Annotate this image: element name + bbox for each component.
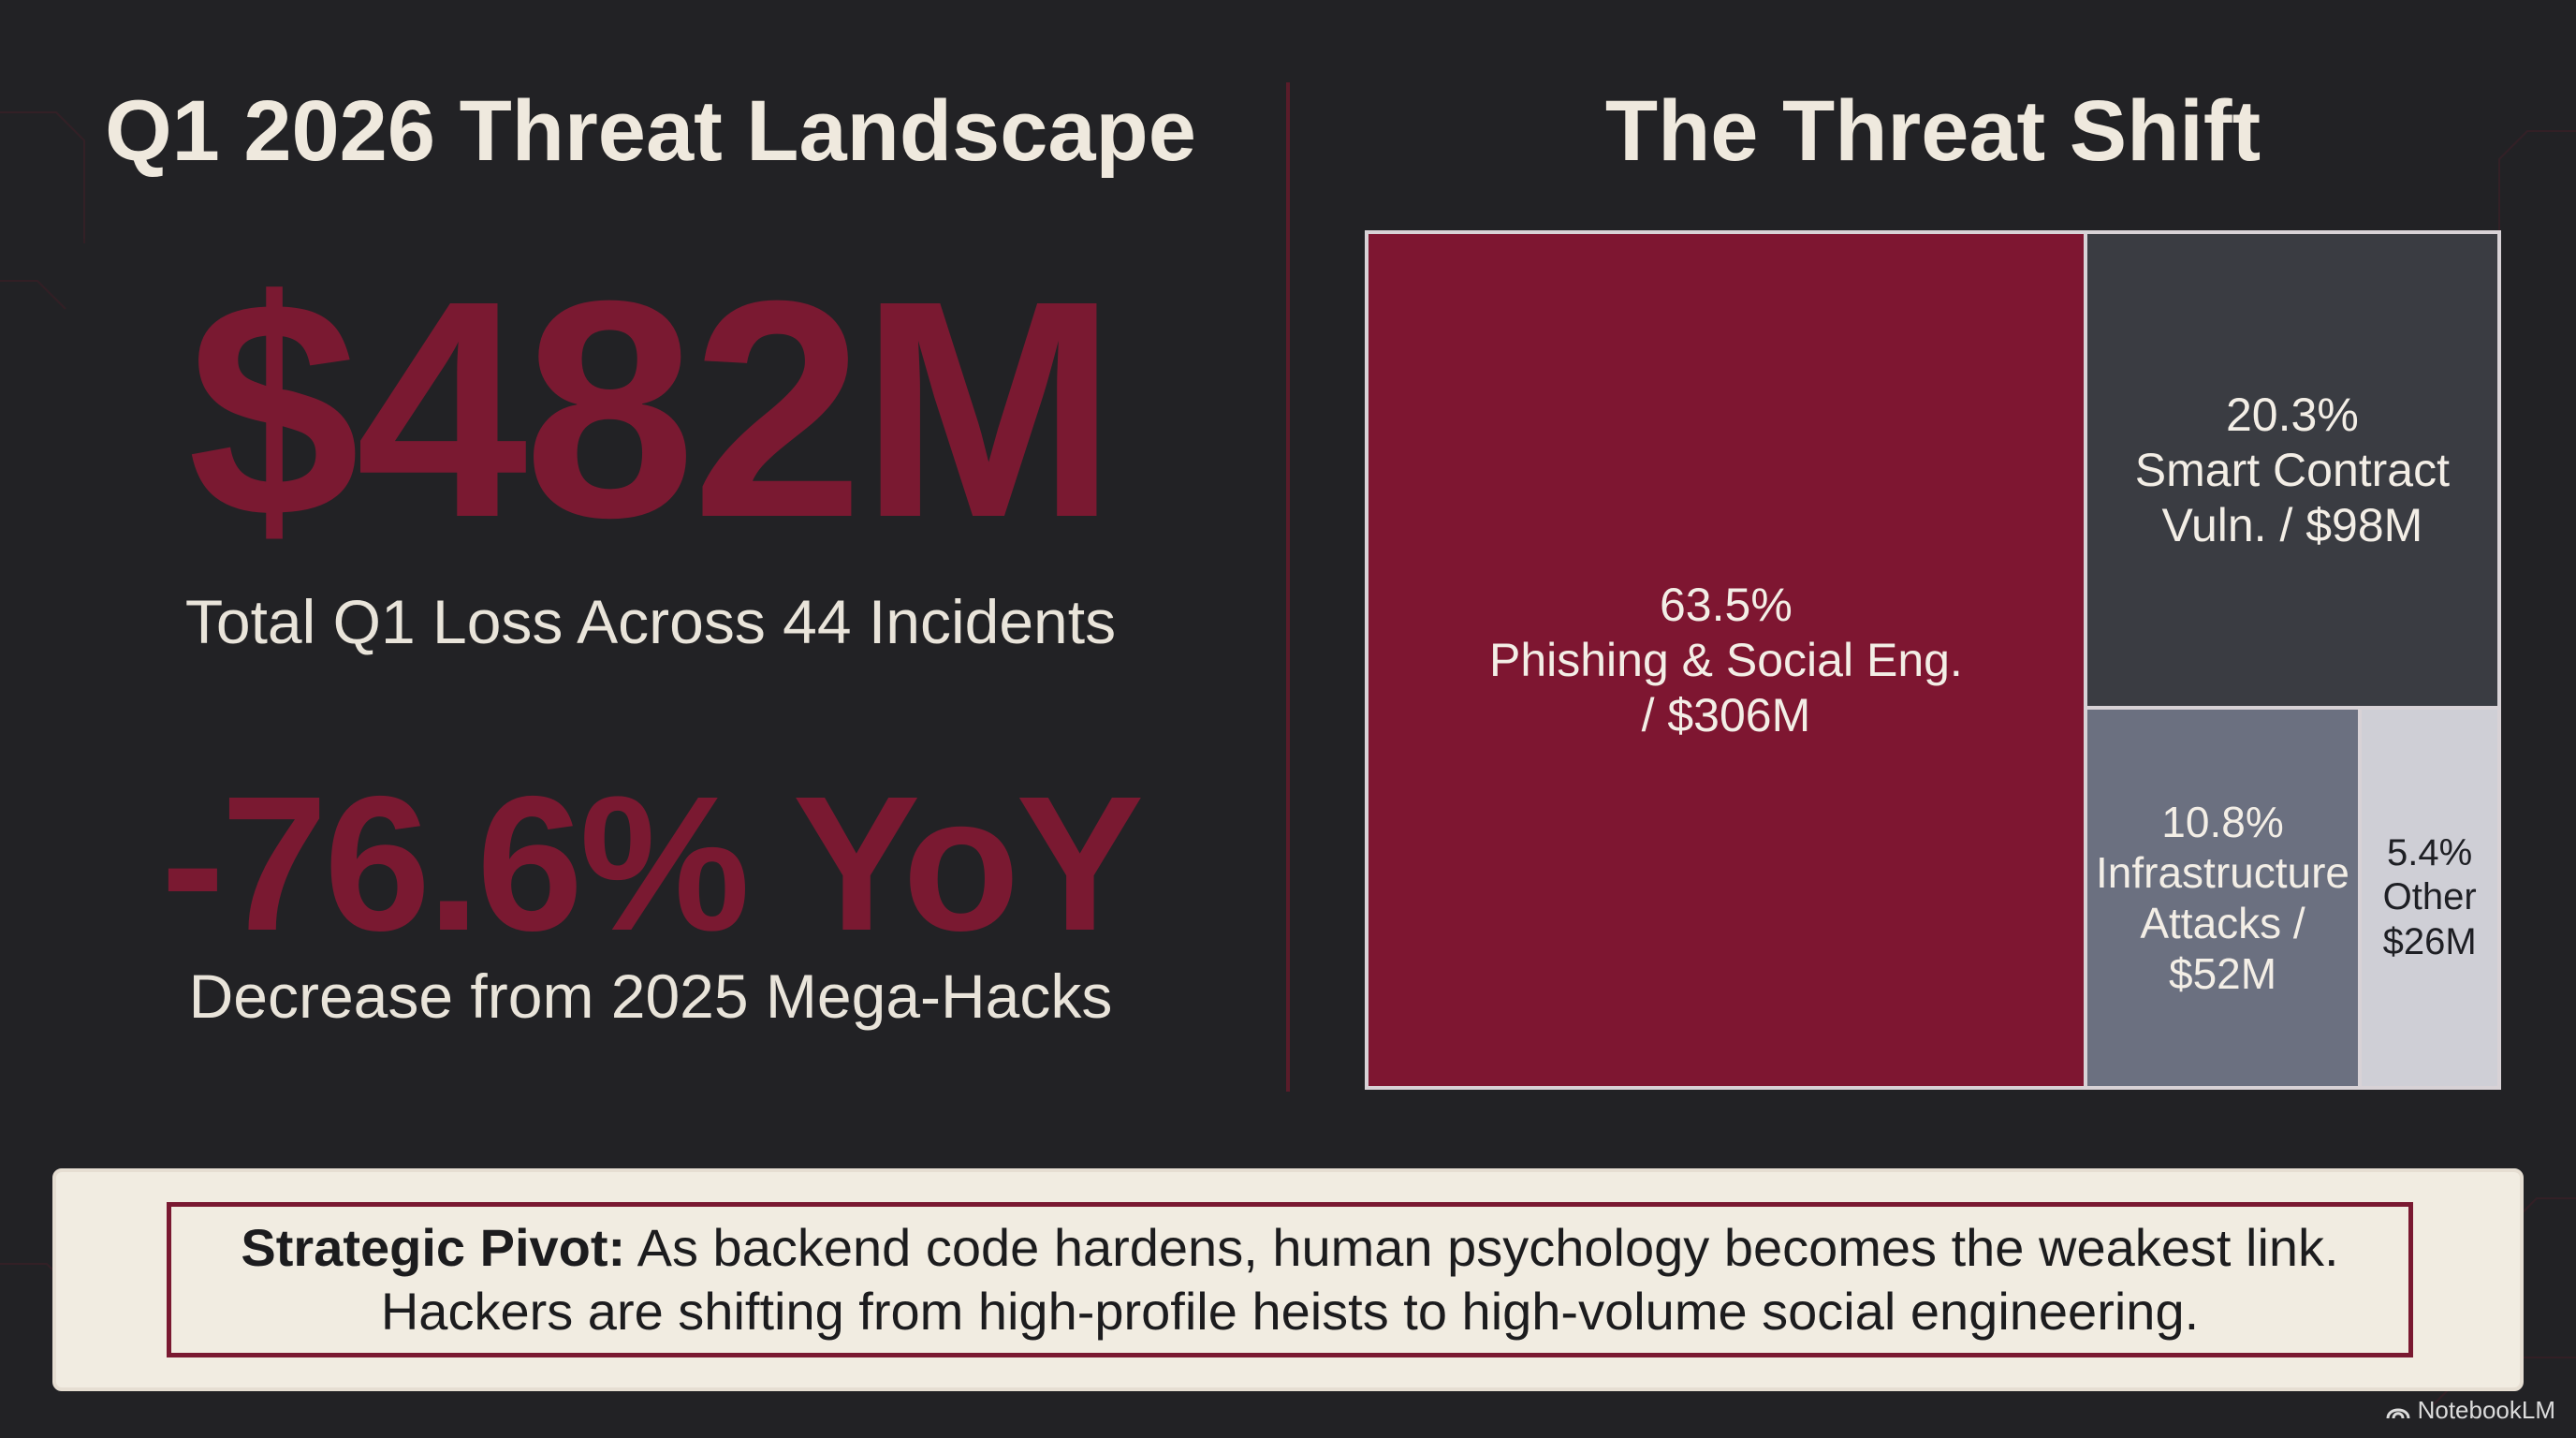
strategic-pivot-frame: Strategic Pivot: As backend code hardens… bbox=[167, 1202, 2413, 1357]
pivot-text-2: Hackers are shifting from high-profile h… bbox=[380, 1282, 2200, 1341]
strategic-pivot-panel: Strategic Pivot: As backend code hardens… bbox=[52, 1168, 2524, 1391]
treemap-label: 5.4% bbox=[2387, 832, 2473, 874]
pivot-text-1: As backend code hardens, human psycholog… bbox=[637, 1217, 2339, 1277]
treemap-label: Other bbox=[2382, 876, 2477, 918]
treemap-label: Smart Contract bbox=[2134, 443, 2450, 496]
notebooklm-logo-icon bbox=[2386, 1408, 2410, 1418]
total-loss-value: $482M bbox=[187, 236, 1117, 581]
treemap-label: Vuln. / $98M bbox=[2161, 498, 2423, 551]
yoy-change-caption: Decrease from 2025 Mega-Hacks bbox=[188, 961, 1113, 1031]
treemap-label: 10.8% bbox=[2161, 797, 2284, 846]
treemap-tile: 5.4% Other $26M bbox=[2362, 710, 2497, 1086]
treemap-label: / $306M bbox=[1641, 688, 1811, 741]
landscape-title: Q1 2026 Threat Landscape bbox=[105, 83, 1196, 179]
brand-watermark: NotebookLM bbox=[2386, 1396, 2555, 1425]
section-divider bbox=[1286, 82, 1290, 1092]
treemap-label: Phishing & Social Eng. bbox=[1488, 633, 1963, 686]
treemap-label: Attacks / bbox=[2140, 899, 2305, 948]
total-loss-caption: Total Q1 Loss Across 44 Incidents bbox=[184, 587, 1117, 656]
treemap-tile: 10.8% Infrastructure Attacks / $52M bbox=[2086, 710, 2359, 1086]
treemap-tile: 63.5% Phishing & Social Eng. / $306M bbox=[1368, 234, 2084, 1086]
pivot-line-1: Strategic Pivot: As backend code hardens… bbox=[241, 1216, 2338, 1280]
treemap-label: Infrastructure bbox=[2096, 847, 2350, 897]
treemap-label: $26M bbox=[2382, 920, 2477, 962]
threat-treemap: 63.5% Phishing & Social Eng. / $306M 20.3% S… bbox=[1365, 230, 2501, 1090]
yoy-change-value: -76.6% YoY bbox=[160, 756, 1144, 971]
treemap-label: 20.3% bbox=[2226, 388, 2359, 441]
treemap-label: 63.5% bbox=[1660, 578, 1793, 631]
threat-shift-title: The Threat Shift bbox=[1604, 83, 2261, 179]
treemap-tile: 20.3% Smart Contract Vuln. / $98M bbox=[2086, 234, 2497, 707]
treemap-label: $52M bbox=[2168, 949, 2277, 999]
pivot-label: Strategic Pivot: bbox=[241, 1217, 626, 1277]
brand-name: NotebookLM bbox=[2417, 1396, 2555, 1424]
